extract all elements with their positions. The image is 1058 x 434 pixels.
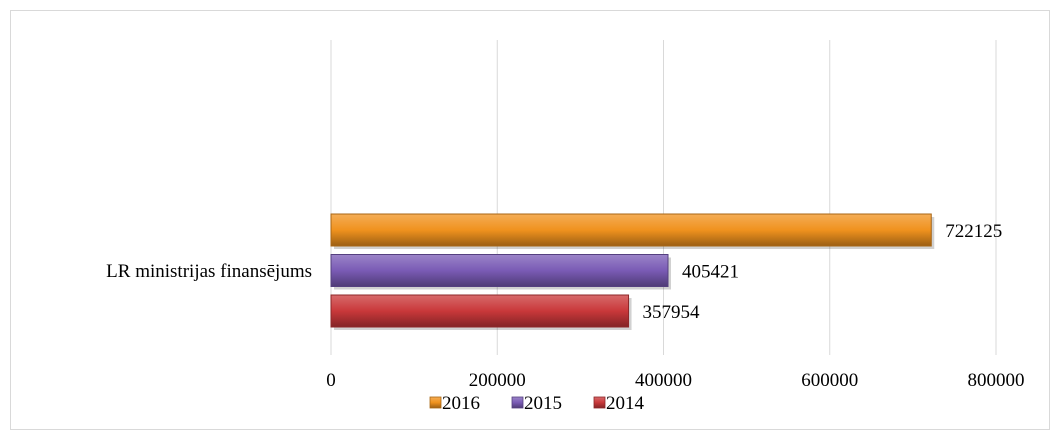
x-tick-label: 600000 (801, 370, 858, 391)
legend-item-2016: 2016 (429, 393, 480, 414)
legend-label-2015: 2015 (524, 393, 562, 414)
x-axis-ticks: 0 200000 400000 600000 800000 (326, 370, 1024, 391)
legend-item-2014: 2014 (593, 393, 645, 414)
legend-item-2015: 2015 (511, 393, 562, 414)
bar-2016 (330, 213, 932, 247)
legend-swatch-2014 (593, 396, 606, 409)
x-tick-label: 200000 (469, 370, 526, 391)
bar-2015 (330, 254, 669, 287)
data-label-2014: 357954 (643, 302, 701, 323)
x-tick-label: 800000 (968, 370, 1025, 391)
data-label-2015: 405421 (682, 262, 739, 283)
category-label: LR ministrijas finansējums (106, 261, 312, 282)
legend-label-2016: 2016 (442, 393, 480, 414)
x-tick-label: 0 (326, 370, 336, 391)
legend-swatch-2016 (429, 396, 442, 409)
legend-label-2014: 2014 (606, 393, 645, 414)
x-tick-label: 400000 (635, 370, 692, 391)
legend-swatch-2015 (511, 396, 524, 409)
bar-2014 (330, 294, 630, 328)
data-label-2016: 722125 (945, 221, 1002, 242)
bars (330, 213, 935, 330)
data-labels: 722125 405421 357954 (643, 221, 1003, 323)
legend: 2016 2015 2014 (429, 393, 645, 414)
category-labels: LR ministrijas finansējums (106, 261, 312, 282)
